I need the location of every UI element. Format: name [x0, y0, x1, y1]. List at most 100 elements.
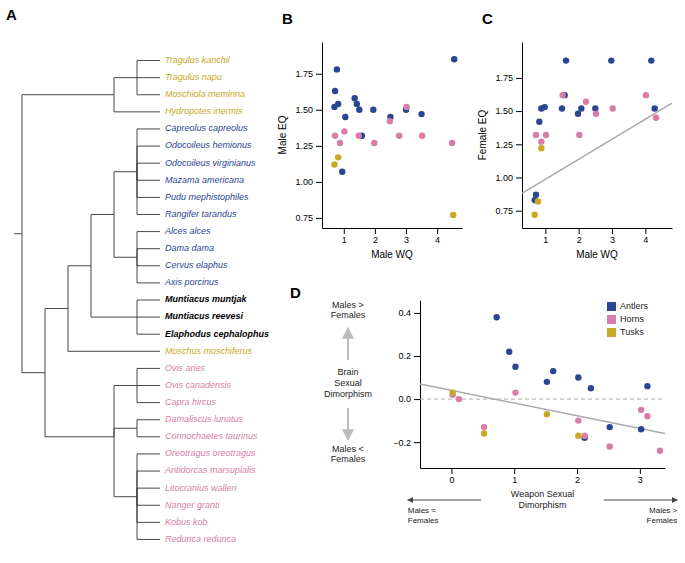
tick-mark — [316, 74, 322, 75]
tick-label: 0.75 — [495, 206, 513, 216]
axis-line — [323, 228, 463, 229]
point — [351, 95, 357, 101]
point — [506, 348, 512, 354]
tick-mark — [316, 110, 322, 111]
species-label: Cervus elaphus — [165, 260, 228, 270]
point — [638, 426, 644, 432]
species-label: Dama dama — [165, 243, 214, 253]
point — [493, 314, 499, 320]
axis-line — [322, 43, 323, 229]
y-axis-label: BrainSexualDimorphism — [324, 367, 372, 399]
point — [334, 66, 340, 72]
tick-label: 0 — [449, 475, 454, 485]
tick: 1 — [512, 468, 517, 485]
point — [581, 432, 587, 438]
tree-branch — [91, 214, 114, 265]
tick-mark — [344, 228, 345, 234]
text-line: Males < — [332, 444, 364, 454]
tick: 0.0 — [398, 394, 420, 404]
point — [354, 101, 360, 107]
point — [403, 104, 409, 110]
tree-branch — [137, 428, 160, 437]
tree-branch — [137, 300, 160, 317]
point — [535, 198, 541, 204]
species-label: Hydropotes inermis — [165, 106, 243, 116]
tick-mark — [579, 228, 580, 234]
point — [449, 389, 455, 395]
panel-title: C — [482, 10, 493, 27]
point — [578, 105, 584, 111]
tick-mark — [451, 468, 452, 474]
point — [451, 56, 457, 62]
axis-line — [523, 228, 673, 229]
tick: 1 — [342, 228, 347, 245]
legend-label: Antlers — [620, 301, 649, 311]
point — [607, 443, 613, 449]
point — [563, 57, 569, 63]
point — [332, 133, 338, 139]
text-line: Dimorphism — [518, 500, 566, 510]
tree-branch — [137, 420, 160, 429]
legend-swatch — [607, 328, 616, 337]
tick-mark — [316, 218, 322, 219]
tree-branch — [137, 232, 160, 258]
tree-branch — [137, 385, 160, 386]
legend-label: Horns — [620, 314, 645, 324]
point — [335, 101, 341, 107]
tick-label: 1 — [342, 235, 347, 245]
tree-branch — [114, 78, 137, 95]
point — [533, 132, 539, 138]
tree-branch — [137, 317, 160, 334]
point — [651, 105, 657, 111]
annotation: Males >Females — [331, 300, 366, 320]
species-label: Muntiacus muntjak — [165, 294, 248, 304]
y-axis-label: Male EQ — [277, 115, 288, 154]
species-label: Muntiacus reevesi — [165, 311, 244, 321]
point — [638, 407, 644, 413]
text-line: Males > — [332, 300, 364, 310]
point — [559, 105, 565, 111]
tick-label: 1.75 — [495, 73, 513, 83]
point — [593, 111, 599, 117]
tree-branch — [137, 488, 160, 497]
tick-mark — [640, 468, 641, 474]
text-line: Females — [331, 310, 366, 320]
tick-mark — [414, 313, 420, 314]
tick-mark — [414, 442, 420, 443]
x-axis-label: Male WQ — [371, 249, 413, 260]
tree-branch — [137, 172, 160, 181]
y-axis: 0.751.001.251.501.75 — [295, 43, 322, 229]
tick: 1.25 — [295, 141, 322, 151]
tick-label: 1.50 — [495, 106, 513, 116]
text-line: Sexual — [334, 378, 362, 388]
species-label: Tragulus kanchil — [165, 55, 231, 65]
tick-mark — [545, 228, 546, 234]
species-label: Kobus kob — [165, 517, 208, 527]
species-label: Axis porcinus — [164, 277, 219, 287]
tick-mark — [414, 399, 420, 400]
tick: 3 — [404, 228, 409, 245]
tick: 1.50 — [495, 106, 522, 116]
point — [575, 417, 581, 423]
legend-swatch — [607, 302, 616, 311]
species-label: Moschus moschiferus — [165, 346, 253, 356]
tick-mark — [645, 228, 646, 234]
point — [419, 133, 425, 139]
point — [583, 99, 589, 105]
point — [533, 192, 539, 198]
arrow — [604, 500, 678, 501]
point — [559, 92, 565, 98]
point — [544, 379, 550, 385]
panel-title: D — [290, 284, 301, 301]
point — [342, 114, 348, 120]
tick: 0.75 — [495, 206, 522, 216]
point — [576, 132, 582, 138]
tick-mark — [516, 178, 522, 179]
tick: 1.50 — [295, 105, 322, 115]
point — [608, 57, 614, 63]
y-axis: 0.751.001.251.501.75 — [495, 43, 522, 229]
tick-mark — [516, 144, 522, 145]
tree-branch — [114, 95, 160, 112]
species-label: Ovis aries — [165, 363, 206, 373]
point — [331, 161, 337, 167]
